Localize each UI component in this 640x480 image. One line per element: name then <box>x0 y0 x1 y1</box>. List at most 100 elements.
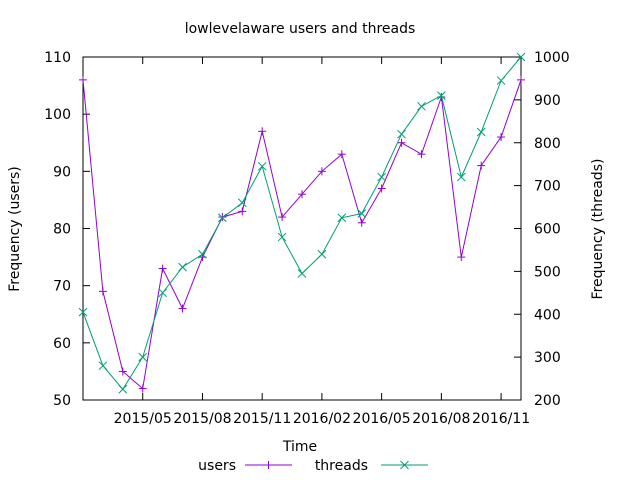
data-point-users <box>337 150 346 159</box>
data-point-users <box>98 287 107 296</box>
series-line-threads <box>82 56 522 391</box>
y-tick-label: 100 <box>44 107 71 123</box>
data-point-threads-stroke <box>456 172 466 182</box>
data-point-users <box>357 218 366 227</box>
data-point-threads-stroke <box>78 307 88 317</box>
data-point-threads <box>456 172 466 182</box>
chart-title: lowlevelaware users and threads <box>185 21 416 37</box>
data-point-threads <box>297 269 307 278</box>
data-point-threads-stroke <box>178 262 187 272</box>
series-layer <box>78 52 526 394</box>
legend-marker-users <box>264 461 273 469</box>
data-point-threads-stroke <box>476 127 486 137</box>
data-point-threads <box>178 262 187 272</box>
data-point-threads-stroke <box>138 352 148 362</box>
y2-tick-label: 300 <box>534 350 561 366</box>
y2-tick-label: 600 <box>534 222 561 238</box>
y2-tick-label: 400 <box>534 307 561 323</box>
data-point-threads <box>377 172 386 182</box>
data-point-threads-stroke <box>257 161 267 171</box>
x-axis-label: Time <box>282 439 317 455</box>
legend: users threads <box>198 458 428 474</box>
data-point-threads-stroke <box>516 52 526 62</box>
data-point-threads <box>437 91 446 100</box>
data-point-users <box>377 184 386 193</box>
data-point-users <box>477 161 486 170</box>
data-point-users <box>278 213 287 222</box>
data-point-threads <box>198 249 207 259</box>
data-point-threads <box>337 213 347 223</box>
data-point-threads-stroke <box>417 101 426 111</box>
data-point-threads <box>218 213 227 223</box>
data-point-threads-stroke <box>277 232 287 242</box>
data-point-users <box>517 75 525 84</box>
x-tick-label: 2015/11 <box>233 411 291 427</box>
data-point-threads <box>476 127 486 137</box>
y-axis-label: Frequency (users) <box>7 166 23 292</box>
data-point-users <box>258 127 267 136</box>
y-tick-label: 80 <box>53 222 71 238</box>
data-point-threads-stroke <box>357 209 367 218</box>
x-tick-label: 2016/11 <box>472 411 530 427</box>
data-point-threads-stroke <box>98 361 108 371</box>
y2-tick-label: 800 <box>534 136 561 152</box>
series-line-users <box>82 79 522 390</box>
y-tick-label: 70 <box>53 279 71 295</box>
data-point-threads <box>417 101 426 111</box>
y-tick-label: 90 <box>53 164 71 180</box>
data-point-threads-stroke <box>237 198 247 208</box>
data-point-threads-stroke <box>437 91 446 100</box>
data-point-users <box>298 190 306 199</box>
data-point-users <box>79 75 87 84</box>
data-point-threads <box>138 352 148 362</box>
data-point-users <box>397 138 406 147</box>
data-point-threads-stroke <box>397 129 406 139</box>
data-point-threads <box>277 232 287 242</box>
y2-axis-label: Frequency (threads) <box>590 159 606 300</box>
data-point-threads-stroke <box>218 213 227 223</box>
data-point-threads <box>237 198 247 208</box>
data-point-threads-stroke <box>337 213 347 223</box>
y2-tick-label: 500 <box>534 264 561 280</box>
data-point-threads <box>496 76 506 85</box>
y2-tick-label: 700 <box>534 179 561 195</box>
y2-tick-label: 200 <box>534 393 561 409</box>
plot-frame <box>82 56 522 401</box>
data-point-threads <box>118 384 128 394</box>
data-point-threads <box>98 361 108 371</box>
y-tick-label: 110 <box>44 50 71 66</box>
data-point-users <box>317 167 326 176</box>
data-point-threads-stroke <box>377 172 386 182</box>
legend-marker-threads <box>400 460 409 470</box>
data-point-threads <box>158 288 167 298</box>
data-point-threads <box>516 52 526 62</box>
data-point-threads <box>357 209 367 218</box>
data-point-users <box>238 207 247 216</box>
y-tick-label: 50 <box>53 393 71 409</box>
data-point-threads-stroke <box>297 269 307 278</box>
x-tick-label: 2016/02 <box>293 411 351 427</box>
data-point-threads-stroke <box>158 288 167 298</box>
data-point-users <box>457 253 466 262</box>
data-point-users <box>118 367 127 376</box>
data-point-threads-stroke <box>317 249 327 259</box>
data-point-threads-stroke <box>496 76 506 85</box>
data-point-users <box>218 213 227 222</box>
data-point-users <box>158 264 167 273</box>
x-tick-label: 2015/05 <box>114 411 172 427</box>
data-point-threads-stroke <box>198 249 207 259</box>
y-tick-label: 60 <box>53 336 71 352</box>
data-point-threads-stroke <box>118 384 128 394</box>
legend-label-threads: threads <box>315 458 368 474</box>
legend-marker-threads-stroke <box>400 460 409 470</box>
x-tick-label: 2016/05 <box>353 411 411 427</box>
data-point-threads <box>397 129 406 139</box>
data-point-users <box>417 150 426 159</box>
data-point-threads <box>257 161 267 171</box>
legend-label-users: users <box>198 458 236 474</box>
axis-ticks: 50 60 70 80 90 100 110 200 300 400 500 600 700 800 900… <box>44 50 569 427</box>
data-point-users <box>497 133 506 142</box>
y2-tick-label: 900 <box>534 93 561 109</box>
data-point-users <box>138 384 147 393</box>
